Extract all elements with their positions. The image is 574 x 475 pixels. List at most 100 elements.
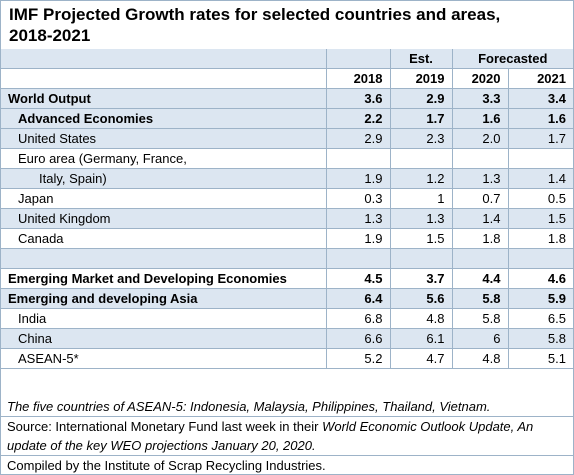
cell-2020: 5.8 [452, 308, 509, 329]
cell-2018: 2.9 [326, 128, 391, 149]
cell-2020: 1.8 [452, 228, 509, 249]
row-label: China [1, 328, 327, 349]
cell-2021: 1.8 [508, 228, 573, 249]
cell-2018: 6.4 [326, 288, 391, 309]
cell-2020: 1.6 [452, 108, 509, 129]
cell-2020: 0.7 [452, 188, 509, 209]
cell-2021: 1.6 [508, 108, 573, 129]
cell-2019: 1.2 [390, 168, 453, 189]
year-2020: 2020 [452, 68, 509, 89]
cell-2018: 5.2 [326, 348, 391, 369]
cell-2020: 3.3 [452, 88, 509, 109]
header-est: Est. [390, 49, 453, 69]
spacer-cell [452, 248, 509, 269]
cell-2020: 5.8 [452, 288, 509, 309]
table-row: India 6.8 4.8 5.8 6.5 [1, 308, 573, 329]
cell-2018: 4.5 [326, 268, 391, 289]
cell-2020: 1.4 [452, 208, 509, 229]
source-publication: World Economic Outlook Update, An update… [7, 419, 534, 453]
header-row-period: Est. Forecasted [1, 49, 573, 69]
spacer-cell [326, 248, 391, 269]
spacer-cell [508, 248, 573, 269]
row-label: United States [1, 128, 327, 149]
cell-2019: 1.5 [390, 228, 453, 249]
year-2021: 2021 [508, 68, 573, 89]
source-note: Source: International Monetary Fund last… [1, 416, 573, 455]
row-label: United Kingdom [1, 208, 327, 229]
table-row: ASEAN-5* 5.2 4.7 4.8 5.1 [1, 348, 573, 369]
cell-2021: 5.1 [508, 348, 573, 369]
table-row: Japan 0.3 1 0.7 0.5 [1, 188, 573, 209]
row-label: Canada [1, 228, 327, 249]
cell-2018: 0.3 [326, 188, 391, 209]
cell-2021: 3.4 [508, 88, 573, 109]
row-label: Emerging and developing Asia [1, 288, 327, 309]
asean-footnote: The five countries of ASEAN-5: Indonesia… [7, 399, 491, 414]
cell-2020: 4.4 [452, 268, 509, 289]
year-2019: 2019 [390, 68, 453, 89]
document-title: IMF Projected Growth rates for selected … [9, 4, 565, 46]
row-label: Euro area (Germany, France, [1, 148, 327, 169]
row-label: Advanced Economies [1, 108, 327, 129]
spacer-cell [390, 248, 453, 269]
cell-2018: 1.3 [326, 208, 391, 229]
cell-2019: 5.6 [390, 288, 453, 309]
header-blank [1, 49, 327, 69]
compiled-note: Compiled by the Institute of Scrap Recyc… [1, 455, 573, 475]
table-row: Emerging and developing Asia 6.4 5.6 5.8… [1, 288, 573, 309]
footnotes: The five countries of ASEAN-5: Indonesia… [1, 397, 573, 475]
cell-2020: 6 [452, 328, 509, 349]
cell-2018: 1.9 [326, 168, 391, 189]
spacer-cell [1, 248, 327, 269]
table-row: Emerging Market and Developing Economies… [1, 268, 573, 289]
header-row-years: 2018 2019 2020 2021 [1, 68, 573, 89]
cell-2020: 1.3 [452, 168, 509, 189]
cell-2019: 1.7 [390, 108, 453, 129]
cell-2021: 4.6 [508, 268, 573, 289]
table-row: Canada 1.9 1.5 1.8 1.8 [1, 228, 573, 249]
cell-2018: 3.6 [326, 88, 391, 109]
row-label: Emerging Market and Developing Economies [1, 268, 327, 289]
cell-2021: 5.8 [508, 328, 573, 349]
table-row: Italy, Spain) 1.9 1.2 1.3 1.4 [1, 168, 573, 189]
growth-table: Est. Forecasted 2018 2019 2020 2021 Worl… [1, 49, 573, 369]
cell-2020: 2.0 [452, 128, 509, 149]
table-row: United States 2.9 2.3 2.0 1.7 [1, 128, 573, 149]
cell-2019 [390, 148, 453, 169]
title-line-2: 2018-2021 [9, 26, 91, 45]
cell-2019: 2.3 [390, 128, 453, 149]
table-row: United Kingdom 1.3 1.3 1.4 1.5 [1, 208, 573, 229]
cell-2021: 0.5 [508, 188, 573, 209]
spacer-row [1, 248, 573, 269]
row-label: Italy, Spain) [1, 168, 327, 189]
row-label: India [1, 308, 327, 329]
cell-2021: 1.5 [508, 208, 573, 229]
cell-2019: 1 [390, 188, 453, 209]
cell-2018: 1.9 [326, 228, 391, 249]
cell-2018: 2.2 [326, 108, 391, 129]
header-label-blank [1, 68, 327, 89]
cell-2019: 1.3 [390, 208, 453, 229]
year-2018: 2018 [326, 68, 391, 89]
cell-2021 [508, 148, 573, 169]
source-prefix: Source: International Monetary Fund last… [7, 419, 323, 434]
cell-2018: 6.8 [326, 308, 391, 329]
header-blank-2018 [326, 49, 391, 69]
table-row: World Output 3.6 2.9 3.3 3.4 [1, 88, 573, 109]
header-forecasted: Forecasted [452, 49, 573, 69]
cell-2021: 1.4 [508, 168, 573, 189]
cell-2021: 6.5 [508, 308, 573, 329]
cell-2019: 4.7 [390, 348, 453, 369]
table-row: Euro area (Germany, France, [1, 148, 573, 169]
cell-2018 [326, 148, 391, 169]
row-label: Japan [1, 188, 327, 209]
table-row: Advanced Economies 2.2 1.7 1.6 1.6 [1, 108, 573, 129]
cell-2020 [452, 148, 509, 169]
cell-2020: 4.8 [452, 348, 509, 369]
cell-2018: 6.6 [326, 328, 391, 349]
cell-2019: 3.7 [390, 268, 453, 289]
table-row: China 6.6 6.1 6 5.8 [1, 328, 573, 349]
row-label: World Output [1, 88, 327, 109]
cell-2021: 5.9 [508, 288, 573, 309]
